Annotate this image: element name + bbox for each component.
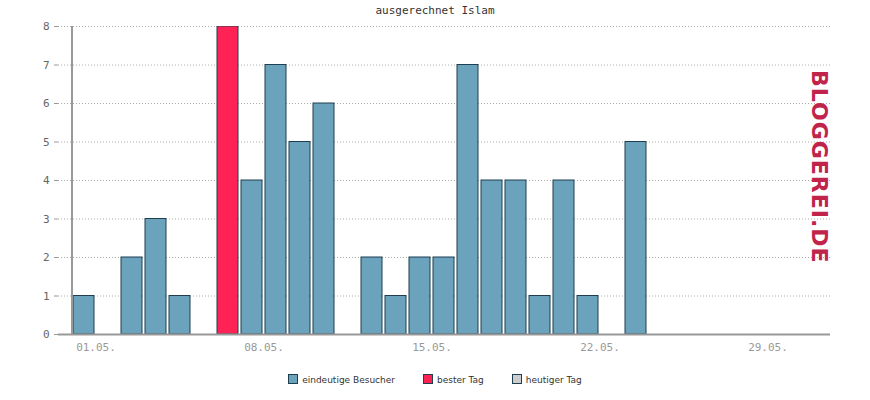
html-text:ausgerechnet Islam: ausgerechnet Islam [375, 4, 495, 17]
svg-text:0: 0 [43, 328, 50, 341]
svg-text:08.05.: 08.05. [244, 341, 284, 354]
svg-text:29.05.: 29.05. [748, 341, 788, 354]
svg-text:8: 8 [43, 22, 50, 33]
svg-text:5: 5 [43, 136, 50, 149]
svg-text:4: 4 [43, 174, 50, 187]
svg-text:1: 1 [43, 290, 50, 303]
svg-text:15.05.: 15.05. [412, 341, 452, 354]
svg-text:01.05.: 01.05. [76, 341, 116, 354]
html-text:BLOGGEREI.DE: BLOGGEREI.DE [807, 70, 832, 264]
html-text:eindeutige Besucher: eindeutige Besucher [302, 375, 395, 385]
svg-text:6: 6 [43, 97, 50, 110]
html-text:heutiger Tag: heutiger Tag [525, 375, 582, 385]
svg-text:3: 3 [43, 213, 50, 226]
svg-text:22.05.: 22.05. [580, 341, 620, 354]
svg-text:2: 2 [43, 251, 50, 264]
html-text:bester Tag: bester Tag [437, 375, 484, 385]
svg-text:7: 7 [43, 59, 50, 72]
